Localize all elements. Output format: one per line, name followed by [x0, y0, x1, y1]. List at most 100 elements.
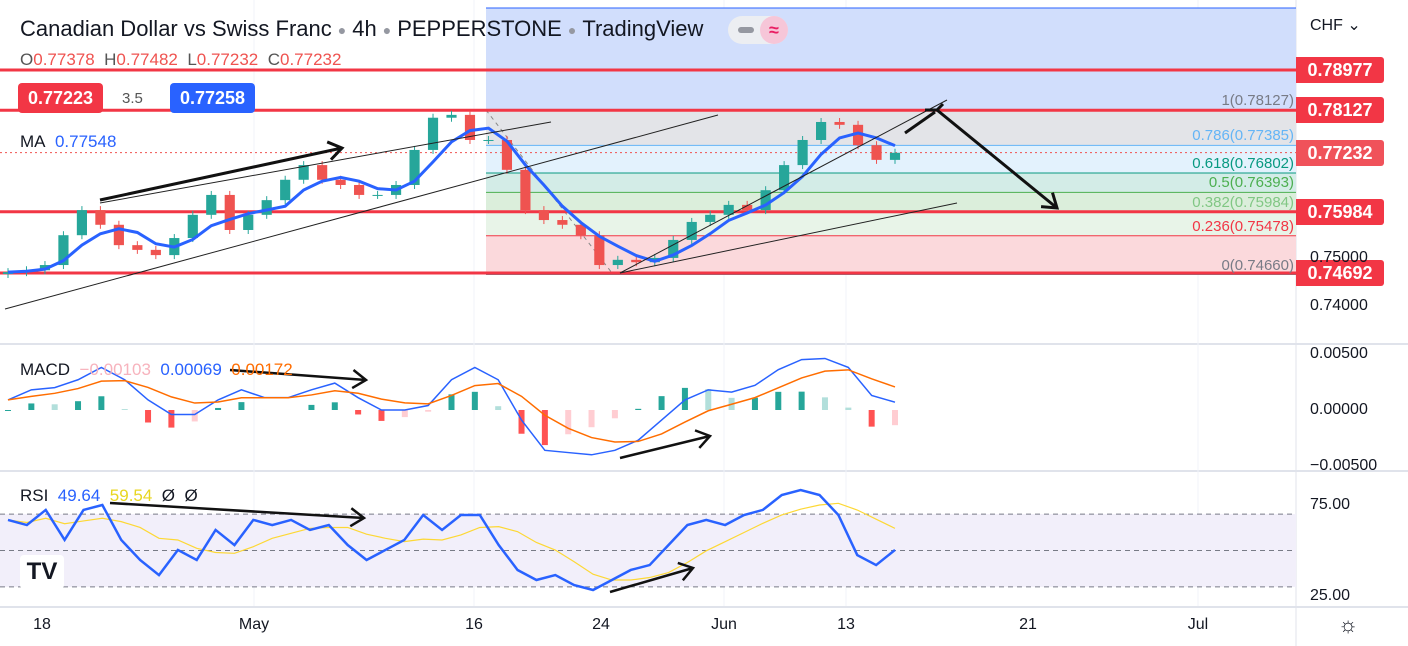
sell-button[interactable]: 0.77223: [18, 83, 104, 113]
macd-histogram-bar: [308, 404, 315, 410]
settings-gear-icon[interactable]: ☼: [1338, 612, 1359, 637]
price-tick: 0.74000: [1310, 296, 1368, 314]
pane-separator: [0, 343, 1408, 345]
candle-body: [113, 224, 124, 246]
candle-body: [686, 221, 697, 240]
macd-histogram-bar: [168, 410, 175, 428]
time-tick: 16: [465, 616, 483, 633]
candle-body: [575, 224, 586, 236]
price-level-tag: 0.78127: [1296, 97, 1384, 124]
macd-signal-value: 0.00172: [231, 360, 293, 379]
symbol-name: Canadian Dollar vs Swiss Franc: [20, 16, 332, 41]
projection-line: [904, 110, 936, 135]
pane-separator: [0, 606, 1408, 608]
moving-average-line: [7, 126, 896, 274]
candle-body: [557, 220, 568, 225]
candle-body: [631, 259, 642, 263]
arrow-uptrend: [99, 146, 343, 202]
macd-signal-line: [7, 369, 896, 443]
macd-histogram-bar: [121, 409, 128, 410]
macd-hist-value: −0.00103: [79, 360, 151, 379]
candle-body: [594, 235, 605, 266]
pane-separator: [0, 470, 1408, 472]
candle-body: [206, 194, 217, 215]
macd-histogram-bar: [541, 410, 548, 446]
macd-histogram-bar: [425, 410, 432, 412]
high-value: 0.77482: [116, 50, 178, 69]
time-tick: 13: [837, 616, 855, 633]
arrow-macd-divergence-head: [351, 369, 369, 390]
close-value: 0.77232: [279, 50, 342, 69]
candle-body: [852, 124, 864, 146]
spread-value: 3.5: [122, 90, 143, 107]
candle-body: [834, 121, 845, 125]
candle-body: [150, 249, 161, 256]
macd-histogram-bar: [821, 397, 828, 410]
macd-histogram-bar: [331, 402, 338, 410]
macd-line-value: 0.00069: [160, 360, 222, 379]
macd-histogram-bar: [98, 396, 105, 410]
candle-body: [871, 145, 882, 160]
rsi-value: 49.64: [57, 486, 101, 505]
rsi-ma-line: [7, 502, 896, 581]
buy-button[interactable]: 0.77258: [170, 83, 256, 113]
macd-histogram-bar: [471, 391, 478, 410]
candle-body: [464, 114, 476, 140]
candle-body: [224, 194, 235, 230]
macd-histogram-bar: [635, 408, 642, 410]
tradingview-logo[interactable]: TV: [20, 555, 64, 589]
ma-legend[interactable]: MA 0.77548: [20, 132, 117, 151]
macd-histogram-bar: [448, 394, 455, 410]
macd-histogram-bar: [798, 391, 805, 410]
ohlc-values: O0.77378 H0.77482 L0.77232 C0.77232: [20, 50, 342, 69]
price-level-tag: 0.75984: [1296, 198, 1384, 225]
visibility-toggle[interactable]: ≈: [728, 16, 788, 44]
time-tick: 21: [1019, 616, 1037, 633]
macd-legend[interactable]: MACD −0.00103 0.00069 0.00172: [20, 360, 293, 379]
rsi-legend[interactable]: RSI 49.64 59.54 Ø Ø: [20, 486, 198, 505]
macd-histogram-bar: [145, 410, 152, 423]
candle-body: [538, 210, 549, 221]
candle-body: [187, 214, 198, 239]
interval: 4h: [352, 16, 377, 41]
candle-body: [889, 152, 901, 160]
arrow-rsi-divergence-head: [349, 507, 367, 528]
time-tick: Jul: [1187, 616, 1209, 633]
candle-body: [58, 235, 69, 266]
macd-histogram-bar: [191, 410, 198, 422]
candle-body: [76, 210, 87, 236]
macd-histogram-bar: [28, 403, 35, 410]
macd-histogram-bar: [495, 406, 502, 410]
macd-histogram-bar: [705, 389, 712, 410]
fib-zone-0.382: [486, 211, 1296, 236]
low-value: 0.77232: [196, 50, 259, 69]
macd-histogram-bar: [868, 410, 875, 427]
candle-body: [298, 165, 309, 180]
macd-histogram-bar: [775, 391, 782, 410]
macd-histogram-bar: [378, 410, 385, 421]
trend-line: [619, 99, 948, 274]
currency-selector[interactable]: CHF ⌄: [1310, 17, 1361, 34]
macd-histogram-bar: [658, 396, 665, 410]
symbol-title[interactable]: Canadian Dollar vs Swiss Franc ● 4h ● PEPPER…: [20, 16, 704, 41]
macd-histogram-bar: [5, 410, 11, 411]
fib-label: 0.382(0.75984): [1192, 193, 1294, 211]
open-value: 0.77378: [33, 50, 95, 69]
price-level-tag: 0.78977: [1296, 57, 1384, 84]
fib-label: 0.236(0.75478): [1192, 217, 1294, 235]
candle-body: [501, 139, 513, 170]
candle-body: [668, 239, 679, 258]
arrow-macd-up-head: [694, 429, 713, 449]
exchange: PEPPERSTONE: [397, 16, 562, 41]
macd-histogram-bar: [518, 410, 525, 434]
candle-body: [779, 165, 790, 191]
trend-line: [99, 121, 552, 204]
candle-body: [2, 272, 14, 275]
candle-body: [261, 200, 272, 215]
candle-body: [95, 210, 106, 225]
arrow-macd-up: [619, 434, 711, 460]
macd-histogram-bar: [681, 387, 688, 410]
arrow-uptrend-head: [326, 140, 345, 161]
time-tick: Jun: [711, 616, 737, 633]
